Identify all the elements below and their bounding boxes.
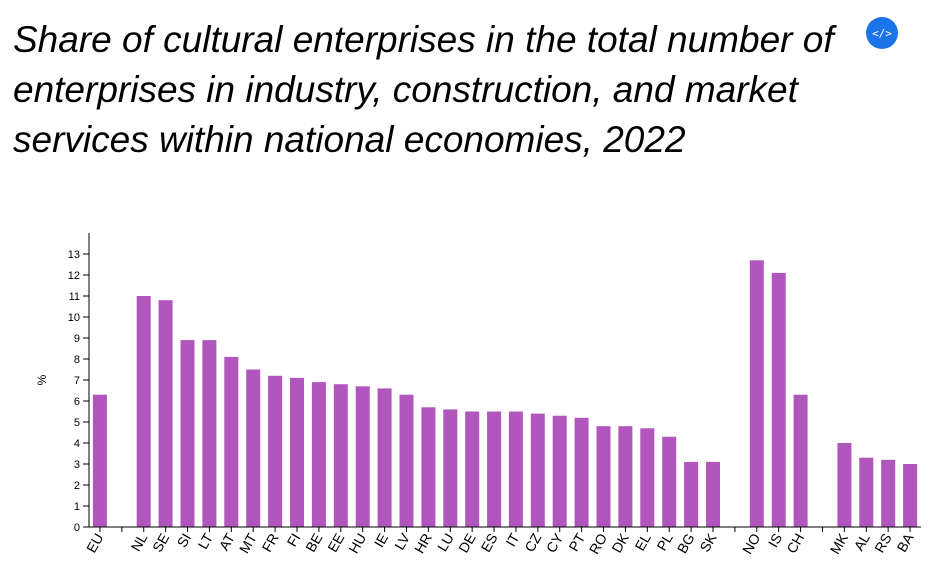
bar-es[interactable] (487, 411, 502, 528)
y-tick-label: 7 (74, 375, 80, 387)
y-tick-label: 4 (74, 438, 80, 450)
bar-no[interactable] (749, 260, 764, 527)
x-tick-label-rs: RS (871, 531, 895, 556)
x-tick-label-lv: LV (391, 530, 413, 553)
x-tick-label-fr: FR (259, 531, 282, 555)
bar-ba[interactable] (903, 464, 918, 527)
bar-hr[interactable] (421, 407, 436, 527)
x-tick-label-ch: CH (783, 531, 807, 557)
y-tick-label: 12 (68, 270, 80, 282)
bar-sk[interactable] (706, 461, 720, 527)
bar-nl[interactable] (136, 296, 151, 527)
x-tick-label-is: IS (765, 531, 785, 550)
x-tick-label-nl: NL (128, 530, 151, 554)
x-tick-label-se: SE (149, 531, 172, 555)
y-tick-label: 5 (74, 417, 80, 429)
x-tick-label-hr: HR (411, 531, 435, 557)
x-tick-label-lu: LU (434, 531, 457, 555)
y-tick-label: 6 (74, 396, 80, 408)
x-tick-label-al: AL (850, 530, 873, 553)
bar-se[interactable] (158, 300, 173, 527)
bar-fi[interactable] (290, 377, 304, 527)
bar-bg[interactable] (684, 461, 699, 527)
embed-code-button[interactable]: </> (866, 17, 898, 49)
bar-ee[interactable] (333, 384, 348, 527)
bar-lu[interactable] (443, 409, 458, 527)
x-tick-label-ro: RO (586, 530, 610, 556)
x-tick-label-mt: MT (236, 530, 260, 556)
x-tick-label-mk: MK (827, 530, 852, 557)
x-tick-label-it: IT (502, 530, 522, 549)
x-tick-label-pl: PL (653, 530, 676, 553)
y-tick-label: 2 (74, 480, 80, 492)
x-tick-label-de: DE (455, 531, 479, 556)
x-tick-label-be: BE (302, 531, 325, 555)
bar-ie[interactable] (377, 388, 392, 527)
y-tick-label: 3 (74, 459, 80, 471)
x-tick-label-no: NO (739, 530, 763, 556)
y-tick-label: 8 (74, 354, 80, 366)
bar-si[interactable] (180, 340, 195, 527)
code-icon: </> (872, 26, 892, 40)
bar-is[interactable] (771, 272, 786, 527)
bar-de[interactable] (465, 411, 480, 528)
bar-fr[interactable] (268, 375, 283, 527)
x-tick-label-hu: HU (345, 531, 369, 557)
bar-hu[interactable] (355, 386, 370, 527)
y-axis-title: % (35, 374, 49, 385)
x-tick-label-at: AT (216, 530, 239, 553)
x-tick-label-eu: EU (83, 531, 107, 556)
x-tick-label-fi: FI (284, 531, 304, 550)
y-tick-label: 11 (69, 291, 80, 303)
x-tick-label-bg: BG (674, 531, 698, 557)
x-tick-label-pt: PT (565, 530, 588, 554)
x-tick-label-sk: SK (696, 530, 720, 555)
y-tick-label: 13 (68, 249, 80, 261)
bar-pt[interactable] (574, 417, 589, 527)
bar-pl[interactable] (662, 436, 677, 527)
bar-ro[interactable] (596, 426, 611, 527)
bar-mt[interactable] (246, 369, 261, 528)
bar-cz[interactable] (530, 413, 545, 527)
x-tick-label-es: ES (477, 531, 500, 555)
bar-dk[interactable] (618, 426, 633, 527)
x-tick-label-cy: CY (543, 530, 567, 555)
bar-eu[interactable] (92, 394, 107, 527)
x-tick-label-ie: IE (371, 531, 391, 550)
bar-mk[interactable] (837, 443, 852, 527)
x-tick-label-dk: DK (608, 530, 632, 555)
bar-el[interactable] (640, 428, 655, 527)
bar-lv[interactable] (399, 394, 414, 527)
x-tick-label-ba: BA (893, 530, 917, 555)
bar-it[interactable] (508, 411, 523, 528)
y-tick-label: 1 (74, 501, 80, 513)
x-tick-label-el: EL (631, 530, 654, 553)
bar-at[interactable] (224, 356, 239, 527)
x-tick-label-si: SI (174, 531, 194, 550)
x-tick-label-lt: LT (195, 530, 217, 552)
y-tick-label: 10 (68, 312, 80, 324)
bar-rs[interactable] (881, 459, 896, 527)
x-tick-label-cz: CZ (521, 530, 544, 555)
y-tick-label: 9 (74, 333, 80, 345)
bars-layer (92, 260, 918, 528)
y-tick-label: 0 (74, 522, 80, 534)
bar-be[interactable] (311, 382, 326, 527)
bar-cy[interactable] (552, 415, 567, 527)
bar-lt[interactable] (202, 340, 217, 527)
x-tick-label-ee: EE (324, 531, 347, 555)
bar-al[interactable] (859, 457, 874, 527)
chart-title: Share of cultural enterprises in the tot… (13, 19, 834, 160)
bar-ch[interactable] (793, 394, 808, 527)
